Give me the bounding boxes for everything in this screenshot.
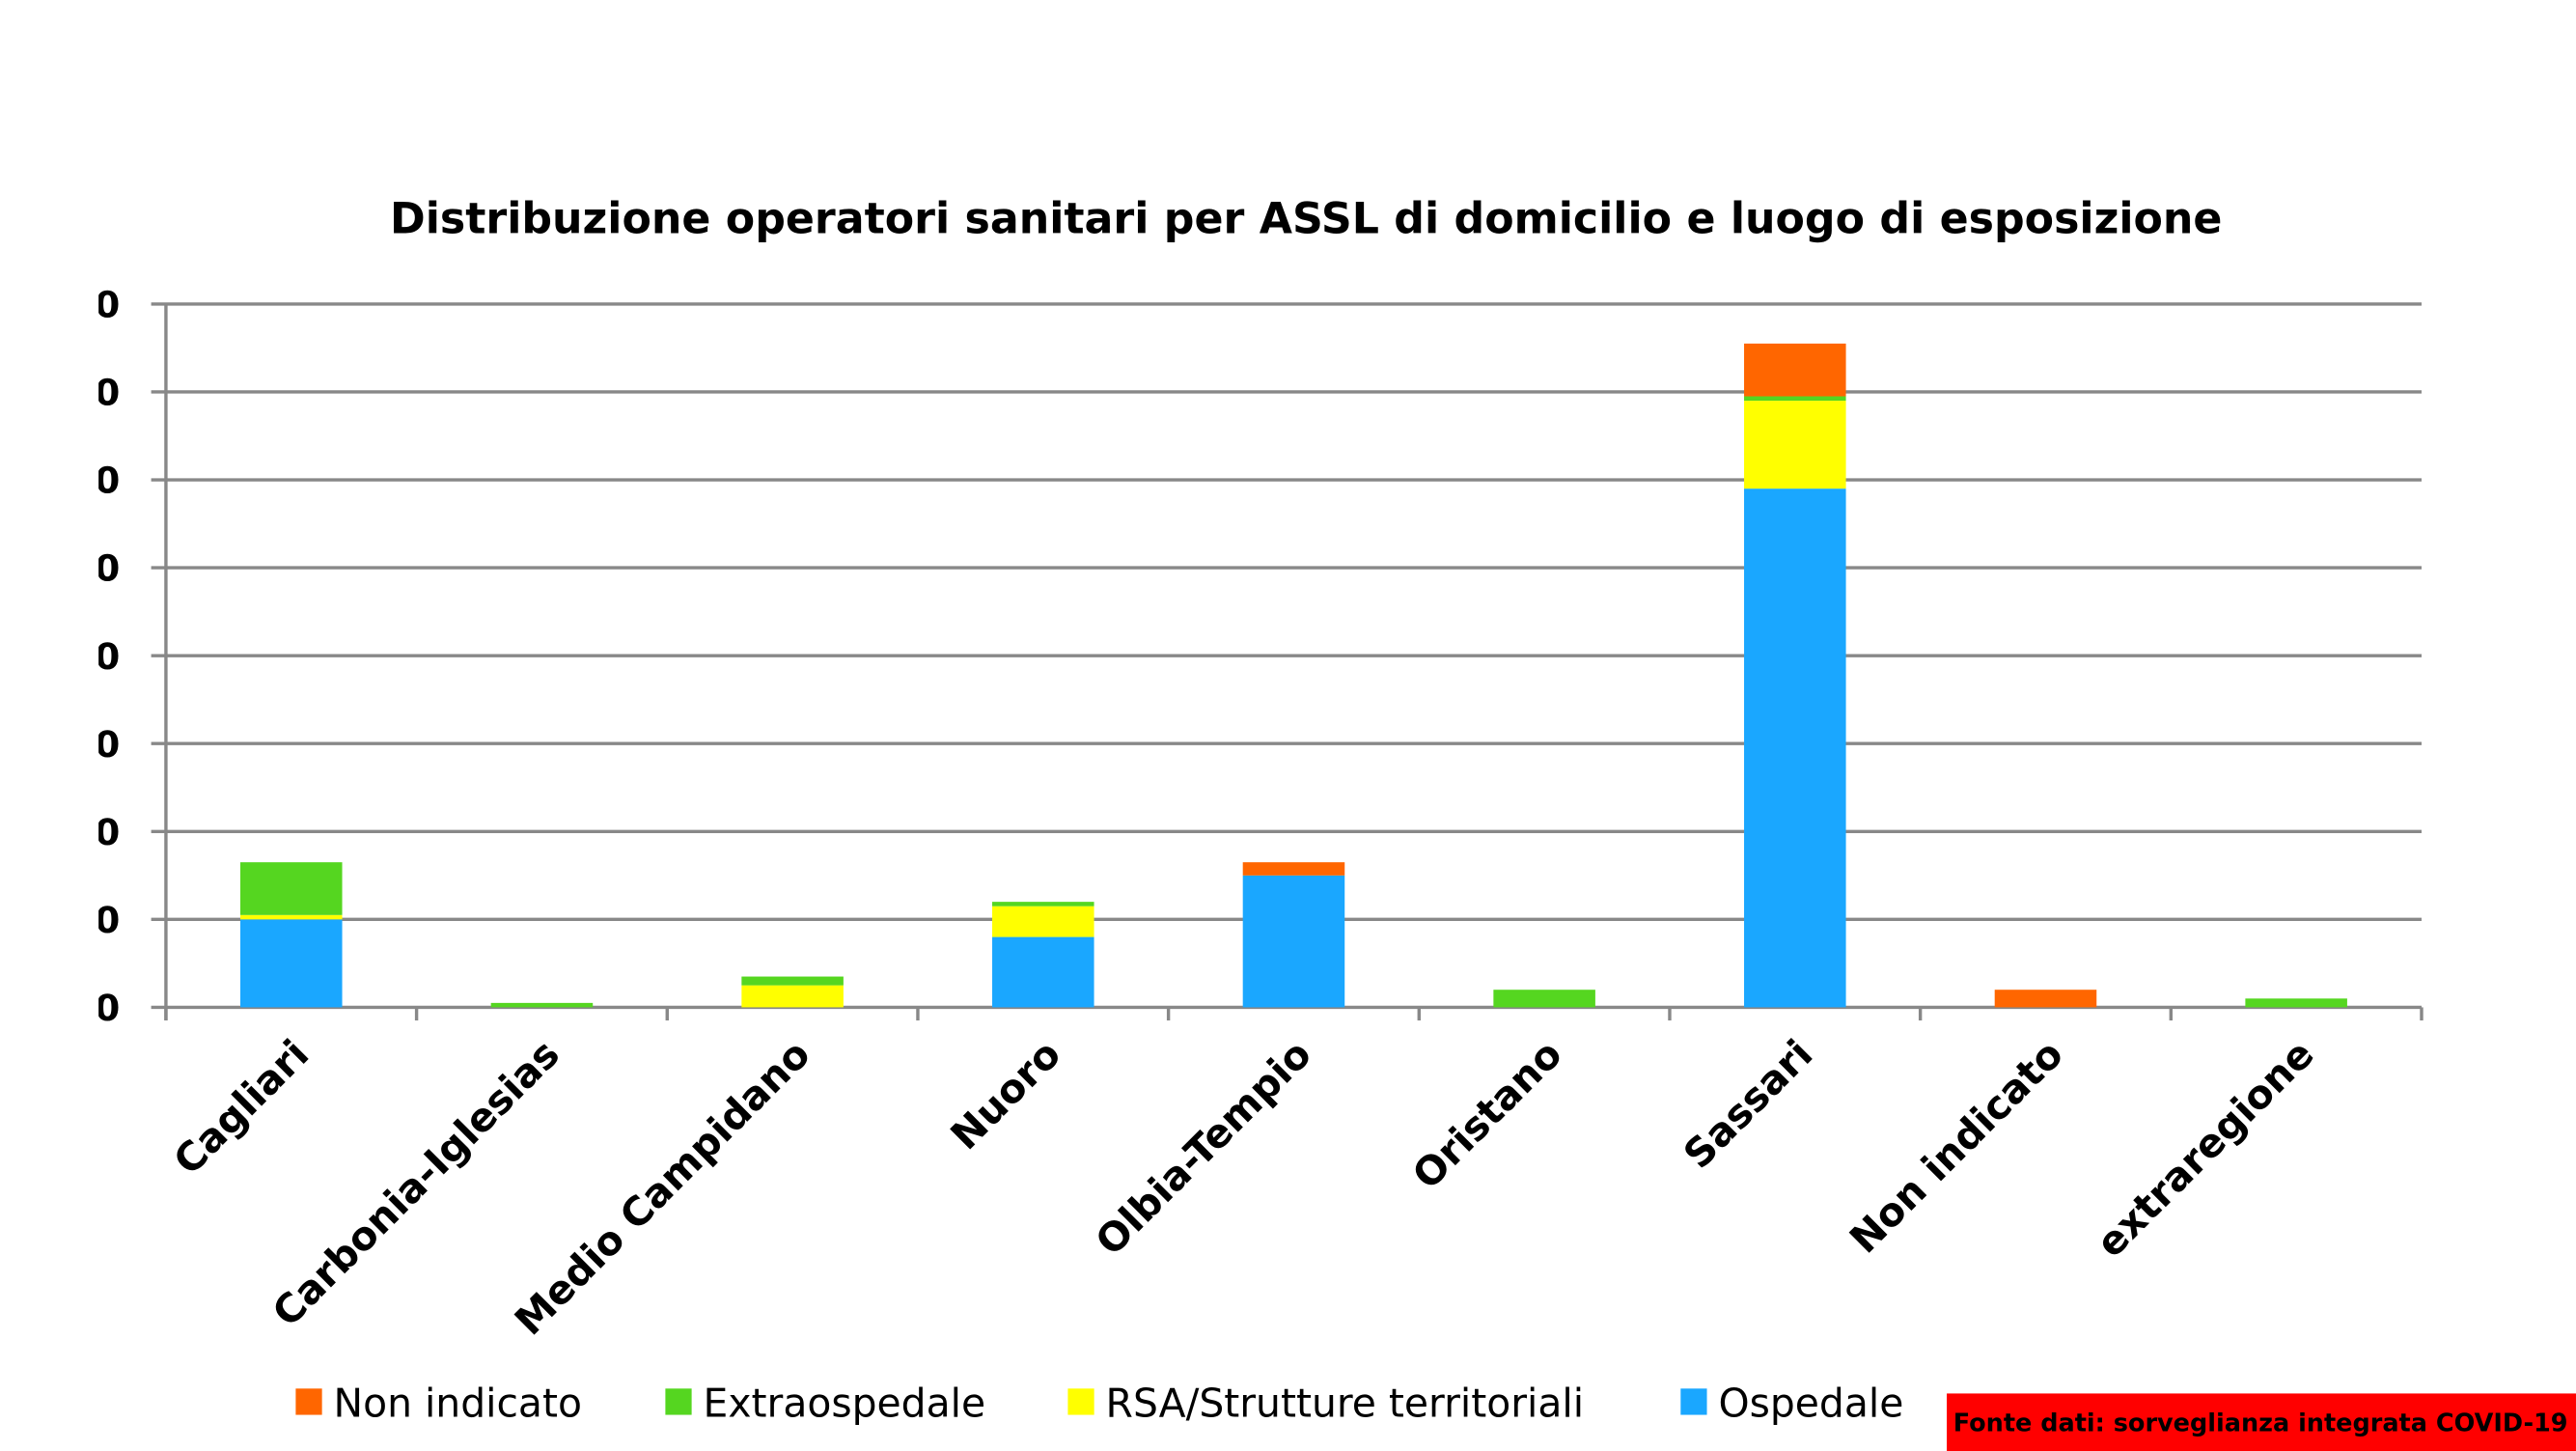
bar-segment-extraospedale <box>1493 990 1595 1008</box>
bar-segment-extraospedale <box>490 1002 594 1008</box>
bar-segment-ospedale <box>1242 875 1345 1008</box>
y-tick-label: 120 <box>44 460 120 502</box>
x-tick-label: Olbia-Tempio <box>1087 1031 1320 1265</box>
source-note-box <box>1947 1393 2576 1451</box>
x-tick-label: Oristano <box>1403 1031 1571 1199</box>
x-tick-label: Cagliari <box>165 1031 319 1185</box>
gridlines <box>151 302 2424 1021</box>
x-tick-label: Sassari <box>1675 1031 1821 1178</box>
bar-segment-rsa-strutture-territoriali <box>1744 401 1846 489</box>
legend-item: Ospedale <box>1680 1380 1903 1426</box>
legend-label: RSA/Strutture territoriali <box>1106 1380 1585 1426</box>
bar-segment-extraospedale <box>741 976 844 986</box>
chart-title: Distribuzione operatori sanitari per ASS… <box>390 195 2222 244</box>
bar-segment-ospedale <box>239 919 343 1008</box>
y-tick-label: 0 <box>95 987 120 1029</box>
legend-item: Extraospedale <box>665 1380 985 1426</box>
bar-segment-rsa-strutture-territoriali <box>992 906 1094 937</box>
bar-segment-non-indicato <box>1744 343 1846 397</box>
bar-segment-extraospedale <box>239 862 343 915</box>
bar-segment-non-indicato <box>1994 990 2097 1008</box>
y-tick-label: 40 <box>69 811 120 853</box>
legend-item: Non indicato <box>295 1380 582 1426</box>
legend-swatch <box>665 1388 692 1415</box>
legend-label: Ospedale <box>1718 1380 1903 1426</box>
legend-swatch <box>295 1388 322 1415</box>
source-note: Fonte dati: sorveglianza integrata COVID… <box>1947 1393 2576 1451</box>
legend-label: Non indicato <box>334 1380 582 1426</box>
bars <box>239 343 2347 1008</box>
bar-segment-rsa-strutture-territoriali <box>741 985 844 1008</box>
bar-segment-extraospedale <box>992 902 1094 907</box>
x-tick-label: Carbonia-Iglesias <box>263 1031 568 1336</box>
bar-segment-extraospedale <box>2245 998 2347 1008</box>
x-tick-label: Non indicato <box>1841 1031 2072 1263</box>
y-tick-label: 20 <box>69 899 120 941</box>
source-note-text: Fonte dati: sorveglianza integrata COVID… <box>1953 1409 2568 1438</box>
legend-label: Extraospedale <box>704 1380 986 1426</box>
bar-segment-extraospedale <box>1744 396 1846 402</box>
legend-item: RSA/Strutture territoriali <box>1067 1380 1584 1426</box>
y-tick-labels: 0 20 40 60 80 100 120 140 160 <box>44 284 120 1030</box>
legend-swatch <box>1680 1388 1707 1415</box>
y-tick-label: 60 <box>69 723 120 766</box>
y-tick-label: 140 <box>44 372 120 414</box>
bar-segment-non-indicato <box>1242 862 1345 876</box>
bar-segment-rsa-strutture-territoriali <box>239 914 343 920</box>
y-tick-label: 160 <box>44 284 120 326</box>
bar-segment-ospedale <box>992 936 1094 1008</box>
y-tick-label: 80 <box>69 635 120 678</box>
legend-swatch <box>1067 1388 1094 1415</box>
x-tick-label: Nuoro <box>942 1031 1070 1159</box>
legend: Non indicato Extraospedale RSA/Strutture t… <box>295 1380 1903 1426</box>
x-tick-label: extraregione <box>2088 1031 2323 1267</box>
bar-segment-ospedale <box>1744 488 1846 1008</box>
y-tick-label: 100 <box>44 547 120 590</box>
